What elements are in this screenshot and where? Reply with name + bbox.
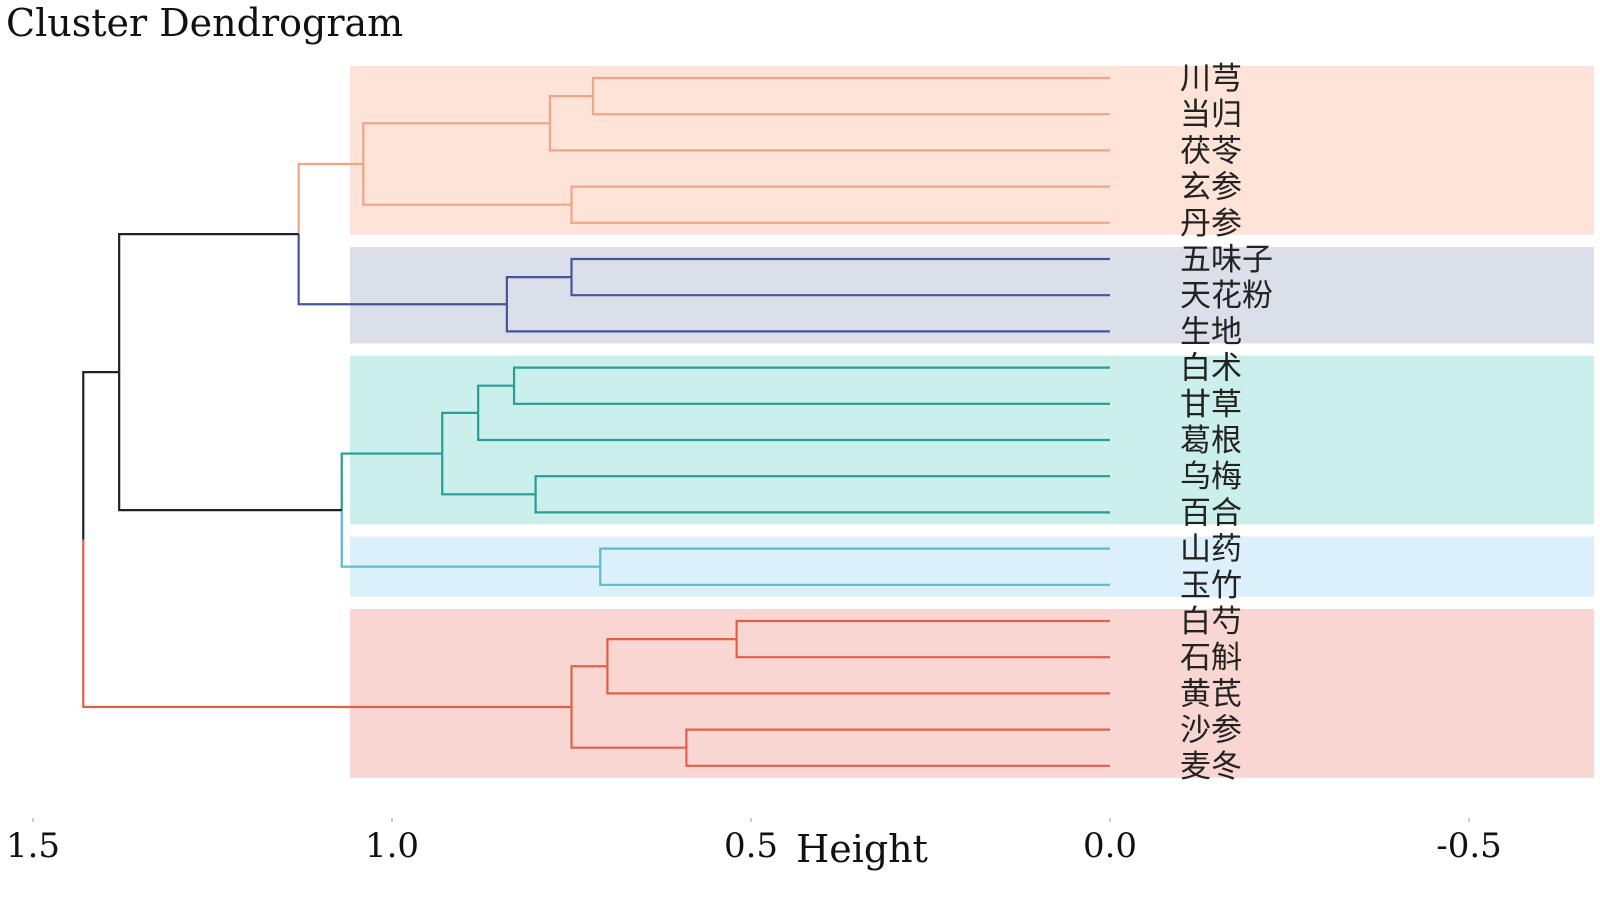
n9-right-branch bbox=[477, 412, 1110, 442]
n7-right-branch bbox=[297, 234, 507, 306]
n7-left-branch bbox=[297, 162, 364, 235]
leaf-label: 茯苓 bbox=[1180, 133, 1242, 169]
x-tick-label: 1.0 bbox=[365, 826, 419, 866]
leaf-label: 百合 bbox=[1180, 495, 1242, 531]
n8-left-branch bbox=[512, 366, 1110, 386]
n16-left-branch bbox=[606, 638, 737, 667]
x-tick-label: 0.5 bbox=[724, 826, 778, 866]
n18-left-branch bbox=[570, 665, 608, 707]
leaf-label: 葛根 bbox=[1180, 423, 1242, 459]
n17-right-branch bbox=[685, 747, 1110, 767]
n16-right-branch bbox=[606, 666, 1110, 695]
cluster-bands bbox=[350, 66, 1594, 778]
n11-right-branch bbox=[441, 453, 536, 496]
n15-right-branch bbox=[735, 639, 1110, 659]
leaf-label: 麦冬 bbox=[1180, 749, 1242, 785]
n6-right-branch bbox=[505, 304, 1110, 333]
leaf-label: 五味子 bbox=[1180, 242, 1273, 278]
n17-left-branch bbox=[685, 728, 1110, 748]
leaf-label: 当归 bbox=[1180, 97, 1242, 133]
n15-left-branch bbox=[735, 619, 1110, 640]
leaf-label: 沙参 bbox=[1180, 713, 1242, 749]
x-tick-label: -0.5 bbox=[1436, 826, 1502, 866]
leaf-label: 丹参 bbox=[1180, 206, 1242, 242]
leaf-label: 川芎 bbox=[1180, 61, 1242, 97]
x-axis-title: Height bbox=[796, 827, 928, 871]
n12-left-branch bbox=[599, 547, 1110, 567]
n11-left-branch bbox=[441, 411, 479, 454]
n1-right-branch bbox=[591, 96, 1110, 116]
leaf-label: 黄芪 bbox=[1180, 676, 1242, 712]
n6-left-branch bbox=[505, 276, 572, 305]
x-axis: 1.5 1.0 0.5 0.0 -0.5 bbox=[6, 818, 1502, 866]
n14-right-branch bbox=[118, 372, 342, 512]
n2-right-branch bbox=[548, 123, 1110, 152]
x-tick-label: 1.5 bbox=[6, 826, 60, 866]
n12-right-branch bbox=[599, 566, 1110, 586]
leaf-label: 白芍 bbox=[1180, 604, 1242, 640]
n5-right-branch bbox=[570, 277, 1110, 297]
leaf-label: 石斛 bbox=[1180, 640, 1242, 676]
dendrogram-edges bbox=[82, 76, 1110, 767]
leaf-label: 玄参 bbox=[1180, 170, 1242, 206]
x-tick-label: 0.0 bbox=[1083, 826, 1137, 866]
n8-right-branch bbox=[512, 385, 1110, 405]
n9-left-branch bbox=[477, 384, 515, 413]
leaf-label: 甘草 bbox=[1180, 387, 1242, 423]
n4-left-branch bbox=[362, 122, 550, 164]
n10-right-branch bbox=[534, 494, 1110, 514]
leaf-label: 乌梅 bbox=[1180, 459, 1242, 495]
leaf-label: 生地 bbox=[1180, 314, 1242, 350]
n13-left-branch bbox=[340, 452, 443, 511]
n4-right-branch bbox=[362, 163, 572, 206]
chart-title: Cluster Dendrogram bbox=[6, 1, 403, 45]
leaf-label: 山药 bbox=[1180, 532, 1242, 568]
n18-right-branch bbox=[570, 706, 687, 749]
leaf-label: 天花粉 bbox=[1180, 278, 1273, 314]
leaf-labels: 川芎当归茯苓玄参丹参五味子天花粉生地白术甘草葛根乌梅百合山药玉竹白芍石斛黄芪沙参… bbox=[1180, 61, 1273, 785]
leaf-label: 白术 bbox=[1180, 351, 1242, 387]
n2-left-branch bbox=[548, 95, 594, 124]
n19-right-branch bbox=[82, 539, 572, 709]
n3-right-branch bbox=[570, 204, 1110, 224]
n13-right-branch bbox=[340, 510, 601, 568]
n3-left-branch bbox=[570, 185, 1110, 205]
n14-left-branch bbox=[118, 233, 299, 373]
n10-left-branch bbox=[534, 475, 1110, 495]
n1-left-branch bbox=[591, 76, 1110, 97]
leaf-label: 玉竹 bbox=[1180, 568, 1242, 604]
n19-left-branch bbox=[82, 371, 120, 540]
n5-left-branch bbox=[570, 257, 1110, 278]
